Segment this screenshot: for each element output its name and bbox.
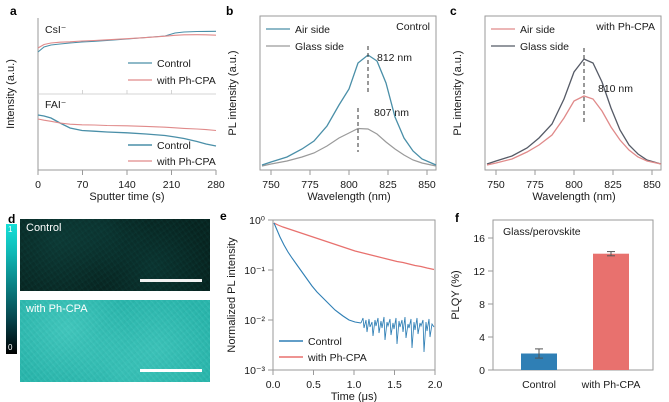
panel-b-plot: 750 775 800 825 850 Wavelength (nm) PL i… bbox=[227, 15, 437, 203]
panel-b-xtick-4: 850 bbox=[418, 179, 436, 191]
panel-e: e 10⁰ 10⁻¹ 10⁻² 10⁻³ 0.0 0.5 1.0 1.5 2.0… bbox=[215, 200, 445, 402]
panel-f-category-phcpa: with Ph-CPA bbox=[581, 379, 641, 391]
panel-b-ylabel: PL intensity (a.u.) bbox=[227, 50, 239, 135]
panel-c-ylabel: PL intensity (a.u.) bbox=[452, 50, 464, 135]
panel-a-legend-phcpa-top: with Ph-CPA bbox=[156, 75, 216, 87]
panel-d-phcpa-scalebar bbox=[140, 369, 202, 372]
panel-b-xtick-0: 750 bbox=[262, 179, 280, 191]
panel-a-ylabel: Intensity (a.u.) bbox=[5, 59, 17, 129]
panel-f-bar-phcpa bbox=[593, 253, 629, 370]
panel-e-ylabel: Normalized PL intensity bbox=[226, 237, 238, 353]
panel-a-fai-phcpa-curve bbox=[37, 118, 217, 132]
panel-a-plot: 0 70 140 210 280 Sputter time (s) Intens… bbox=[5, 18, 225, 203]
panel-e-legend-phcpa: with Ph-CPA bbox=[307, 352, 367, 364]
panel-a-legend-control-top: Control bbox=[157, 58, 191, 70]
panel-a-sub-top-label: CsI⁻ bbox=[45, 24, 66, 36]
panel-e-plot: 10⁰ 10⁻¹ 10⁻² 10⁻³ 0.0 0.5 1.0 1.5 2.0 T… bbox=[226, 215, 443, 402]
panel-b-legend-air: Air side bbox=[295, 24, 330, 36]
panel-e-ytick-3: 10⁻³ bbox=[244, 365, 265, 377]
panel-c-air-side-curve bbox=[486, 95, 662, 166]
panel-f-ylabel: PLQY (%) bbox=[450, 270, 462, 319]
panel-a-xtick-1: 70 bbox=[77, 179, 89, 191]
panel-c-legend-air: Air side bbox=[520, 24, 555, 36]
panel-c: c 750 775 800 825 850 Wavelength (nm) PL… bbox=[445, 0, 669, 203]
panel-a-xlabel: Sputter time (s) bbox=[89, 191, 164, 203]
panel-f-errorbar-phcpa bbox=[607, 251, 615, 257]
panel-f-ytick-0: 0 bbox=[479, 365, 485, 377]
panel-a: a 0 70 140 210 280 Sputter time (s) Inte… bbox=[0, 0, 225, 203]
panel-a-csi-phcpa-curve bbox=[37, 34, 217, 49]
panel-c-annotation-810: 810 nm bbox=[598, 83, 633, 95]
panel-f-ytick-1: 4 bbox=[479, 332, 485, 344]
panel-c-legend-glass: Glass side bbox=[520, 41, 569, 53]
panel-a-legend-control-bottom: Control bbox=[157, 140, 191, 152]
panel-b-annotation-807: 807 nm bbox=[374, 107, 409, 119]
panel-c-glass-side-curve bbox=[486, 58, 662, 165]
panel-c-plot: 750 775 800 825 850 Wavelength (nm) PL i… bbox=[452, 15, 662, 203]
panel-c-xtick-4: 850 bbox=[643, 179, 661, 191]
panel-c-xtick-0: 750 bbox=[487, 179, 505, 191]
panel-c-xtick-3: 825 bbox=[604, 179, 622, 191]
panel-e-xlabel: Time (μs) bbox=[331, 391, 377, 402]
panel-e-ytick-2: 10⁻² bbox=[244, 315, 265, 327]
panel-d-phcpa-caption: with Ph-CPA bbox=[26, 303, 88, 315]
panel-e-xtick-4: 2.0 bbox=[428, 379, 443, 391]
panel-b-corner-label: Control bbox=[396, 21, 430, 33]
panel-a-xtick-4: 280 bbox=[207, 179, 225, 191]
panel-a-xtick-2: 140 bbox=[118, 179, 136, 191]
panel-c-xtick-2: 800 bbox=[565, 179, 583, 191]
panel-b-air-side-curve bbox=[261, 54, 437, 166]
panel-b-letter: b bbox=[226, 4, 234, 18]
panel-a-fai-control-curve bbox=[37, 114, 217, 147]
panel-c-corner-label: with Ph-CPA bbox=[595, 21, 655, 33]
panel-f-letter: f bbox=[455, 211, 459, 225]
panel-d-control-image bbox=[20, 219, 210, 291]
panel-e-legend-control: Control bbox=[308, 336, 342, 348]
panel-a-letter: a bbox=[10, 4, 17, 18]
panel-b-annotation-812: 812 nm bbox=[377, 52, 412, 64]
panel-b-legend-glass: Glass side bbox=[295, 41, 344, 53]
panel-c-letter: c bbox=[450, 4, 457, 18]
panel-a-sub-bottom-label: FAI⁻ bbox=[45, 99, 66, 111]
panel-e-xtick-1: 0.5 bbox=[306, 379, 321, 391]
panel-f-corner-label: Glass/perovskite bbox=[503, 226, 581, 238]
panel-e-control-decay-curve bbox=[273, 222, 362, 324]
panel-b-xlabel: Wavelength (nm) bbox=[307, 191, 390, 203]
panel-f-bar-control bbox=[521, 353, 557, 370]
panel-c-xtick-1: 775 bbox=[526, 179, 544, 191]
panel-f-category-control: Control bbox=[522, 379, 556, 391]
panel-e-ytick-1: 10⁻¹ bbox=[244, 265, 265, 277]
panel-d-control-scalebar bbox=[140, 279, 202, 282]
panel-b-xtick-2: 800 bbox=[340, 179, 358, 191]
panel-e-xtick-0: 0.0 bbox=[266, 379, 281, 391]
panel-b-xtick-1: 775 bbox=[301, 179, 319, 191]
panel-f-plot: 0 4 8 12 16 PLQY (%) Glass/perovskite Co… bbox=[450, 219, 654, 391]
panel-e-control-decay-noise bbox=[360, 316, 435, 353]
panel-d-colorbar-max: 1 bbox=[8, 225, 13, 234]
panel-f-errorbar-control bbox=[535, 348, 543, 359]
panel-e-letter: e bbox=[220, 209, 227, 223]
panel-a-xtick-0: 0 bbox=[35, 179, 41, 191]
panel-a-xtick-3: 210 bbox=[163, 179, 181, 191]
panel-d-colorbar-min: 0 bbox=[8, 343, 13, 352]
panel-e-xtick-2: 1.0 bbox=[347, 379, 362, 391]
panel-c-xlabel: Wavelength (nm) bbox=[532, 191, 615, 203]
panel-a-legend-phcpa-bottom: with Ph-CPA bbox=[156, 156, 216, 168]
panel-d-phcpa-image bbox=[20, 300, 210, 382]
panel-f-ytick-4: 16 bbox=[473, 233, 485, 245]
panel-f-ytick-2: 8 bbox=[479, 299, 485, 311]
panel-e-ytick-0: 10⁰ bbox=[249, 215, 265, 227]
panel-d: d 1 0 Control with Ph-CPA bbox=[0, 200, 222, 402]
panel-d-colorbar bbox=[6, 224, 17, 354]
panel-b-xtick-3: 825 bbox=[379, 179, 397, 191]
panel-f-ytick-3: 12 bbox=[473, 266, 485, 278]
panel-d-control-caption: Control bbox=[26, 222, 62, 234]
panel-d-letter: d bbox=[8, 212, 16, 226]
panel-b: b 750 775 800 825 850 Wavelength (nm) PL… bbox=[222, 0, 444, 203]
panel-b-glass-side-curve bbox=[261, 127, 437, 167]
panel-e-xtick-3: 1.5 bbox=[387, 379, 402, 391]
panel-f: f 0 4 8 12 16 PLQY (%) Glass/perovskite bbox=[445, 200, 669, 402]
panel-e-phcpa-decay-curve bbox=[273, 222, 435, 271]
